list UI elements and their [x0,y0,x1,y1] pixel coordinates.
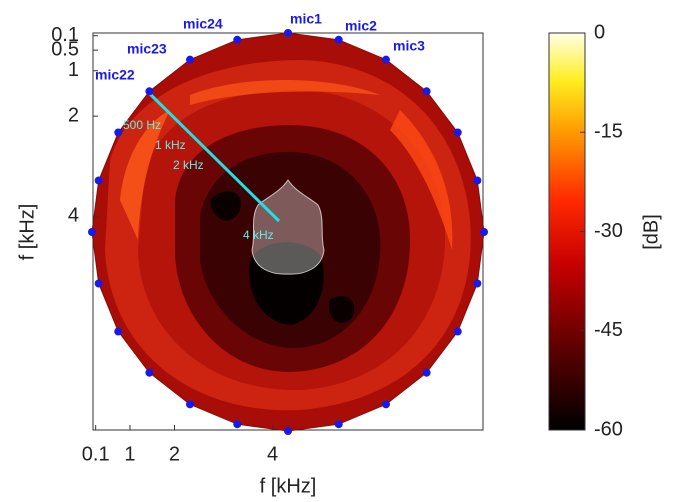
x-tick-label: 2 [169,443,180,465]
frequency-line [145,89,281,223]
mic-label: mic24 [183,16,223,32]
head-marker [251,179,325,275]
mic-label: mic22 [95,67,135,83]
colorbar-tick-label: -60 [594,418,623,440]
y-tick-label: 4 [68,205,79,227]
mic-dot [453,128,462,137]
mic-label: mic3 [393,38,425,54]
mic-label: mic2 [345,18,377,34]
mic-dot [473,176,482,185]
mic-dot [114,327,123,336]
freq-annotation: 2 kHz [173,158,204,172]
mic-dot [422,368,431,377]
colorbar [548,32,586,431]
mic-dot [473,279,482,288]
freq-annotation: 1 kHz [155,138,186,152]
x-axis-label: f [kHz] [260,475,317,497]
freq-annotation: 500 Hz [123,118,161,132]
y-tick-label: 2 [68,104,79,126]
freq-annotation: 4 kHz [243,228,274,242]
colorbar-tick-label: -30 [594,220,623,242]
mic-dot [382,400,390,409]
mic-dot [88,228,96,236]
mic-dot [480,228,488,236]
mic-dot [334,420,343,429]
mic-array [88,29,488,435]
mic-dot [145,87,154,96]
y-axis-label: f [kHz] [16,204,38,261]
colorbar-tick-label: -45 [594,319,623,341]
y-tick-label: 0.1 [51,24,79,46]
y-tick-label: 0.5 [51,38,79,60]
mic-dot [284,427,292,435]
mic-label: mic23 [127,41,167,57]
mic-dot [94,176,103,185]
mic-dot [94,279,103,288]
colorbar-label: [dB] [640,214,662,250]
mic-dot [186,400,194,409]
colorbar-tick-label: 0 [594,21,605,43]
mic-label: mic1 [290,11,322,27]
x-tick-label: 4 [267,443,278,465]
x-tick-label: 1 [124,443,135,465]
y-tick-label: 1 [68,59,79,81]
mic-dot [233,420,242,429]
mic-dot [334,35,343,44]
mic-dot [382,55,390,64]
x-tick-label: 0.1 [82,443,110,465]
colorbar-tick-label: -15 [594,121,623,143]
mic-dot [114,128,123,137]
mic-dot [233,35,242,44]
mic-dot [453,327,462,336]
mic-dot [186,55,194,64]
mic-dot [422,87,431,96]
contour-map [92,33,484,431]
mic-dot [284,29,292,37]
mic-dot [145,368,154,377]
